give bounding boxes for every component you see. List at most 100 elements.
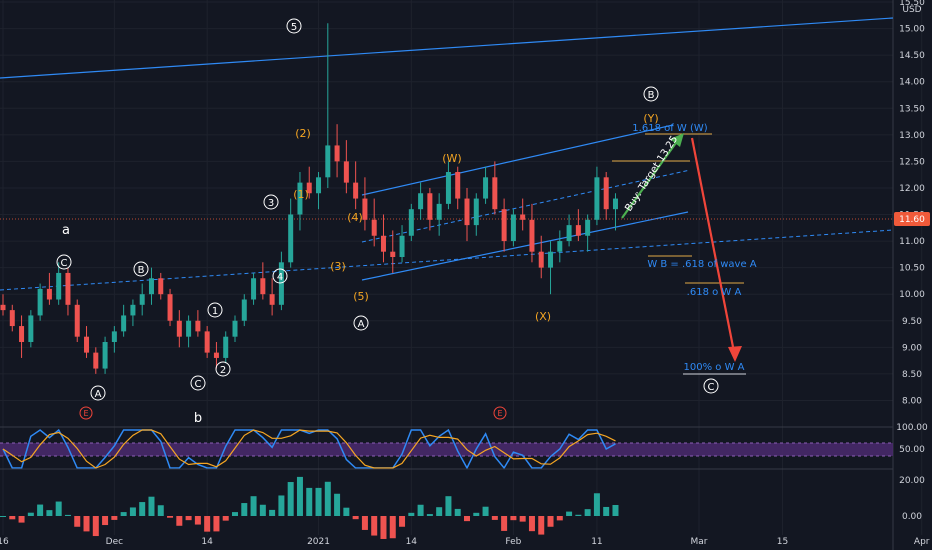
hist-bar-8 [74,516,81,527]
hist-bar-52 [482,506,489,516]
price-tick-5: 10.50 [899,264,925,274]
wave-label-one: 1 [207,302,223,318]
candle-62 [575,209,581,242]
candle-7 [65,267,71,316]
candle-33 [306,166,312,199]
time-tick-2: 14 [201,537,213,547]
svg-text:C: C [61,258,68,269]
candle-12 [111,326,117,353]
hist-bar-30 [278,495,285,516]
hist-bar-3 [27,512,34,516]
hist-bar-42 [389,516,396,539]
candle-13 [121,304,127,337]
time-tick-7: Mar [691,537,708,547]
candle-8 [74,299,80,342]
candle-42 [390,230,396,273]
candle-31 [288,198,294,268]
hist-bar-27 [250,496,257,516]
candle-65 [603,172,609,220]
hist-bar-50 [464,516,470,522]
candle-57 [529,203,535,263]
candle-38 [353,161,359,210]
candle-0 [0,294,6,316]
wave-label-C-big: C [703,378,719,394]
candle-17 [158,272,164,300]
event-marker-E1: E [79,406,93,420]
candle-19 [176,310,182,348]
wave-label-B: B [133,261,149,277]
hist-bar-9 [83,516,90,532]
candle-44 [408,203,414,242]
price-tick-15: 15.50 [899,0,925,8]
wave-label-5: 5 [286,18,302,34]
hist-bar-15 [139,502,146,516]
currency-label: USD [902,5,921,15]
wave-label-B-big: B [643,86,659,102]
candlestick-series [0,23,618,374]
price-tick-13: 14.50 [899,51,925,61]
candle-14 [130,299,136,327]
hist-bar-64 [593,493,600,516]
hist-bar-6 [55,501,62,516]
candle-5 [46,272,52,305]
candle-11 [102,336,108,374]
hist-bar-14 [129,507,136,516]
annotation-fib-618: .618 o W A [687,287,742,298]
time-tick-6: 11 [591,537,602,547]
candle-43 [399,225,405,263]
time-axis[interactable]: 16Dec14202114Feb11Mar15Apr19May [0,537,932,547]
svg-text:A: A [95,389,102,400]
time-tick-4: 14 [406,537,418,547]
wave-label-4: 4 [272,268,288,284]
candle-20 [186,315,192,348]
candle-32 [297,172,303,231]
hist-bar-20 [185,516,192,521]
price-tick-10: 13.00 [899,131,925,141]
hist-bar-61 [566,511,573,516]
candle-46 [427,187,433,231]
projection-arrows [621,133,742,362]
hist-bar-56 [519,516,526,522]
candle-54 [501,198,507,252]
candle-9 [84,326,90,358]
hist-bar-16 [148,496,155,516]
wave-label-2: (2) [295,127,311,140]
hist-bar-48 [445,496,452,516]
hist-bar-28 [259,504,266,516]
price-tick-0: 8.00 [902,396,922,406]
candle-59 [548,241,554,295]
candle-10 [93,347,99,374]
hist-bar-7 [64,514,71,516]
hist-bar-35 [324,481,331,516]
price-tick-4: 10.00 [899,290,925,300]
wave-label-C: C [56,254,72,270]
candle-21 [195,310,201,337]
annotation-fib-100: 100% o W A [684,362,745,373]
hist-bar-26 [241,503,248,516]
candle-18 [167,288,173,327]
candle-51 [473,193,479,236]
price-tick-2: 9.00 [902,343,922,353]
candle-22 [204,326,210,358]
hist-bar-34 [315,487,322,516]
candle-52 [483,166,489,204]
price-tick-11: 13.50 [899,104,925,114]
time-tick-5: Feb [505,537,521,547]
candle-24 [223,331,229,364]
indicator-axis: 100.00 50.00 20.00 0.00 [896,423,928,522]
hist-bar-1 [9,516,16,520]
hist-bar-18 [167,516,174,518]
hist-bar-11 [102,516,109,526]
hist-bar-47 [436,507,443,516]
svg-text:1: 1 [212,306,218,317]
hist-bar-36 [334,493,341,516]
hist-bar-24 [222,516,229,521]
candle-2 [19,315,25,358]
candle-47 [436,193,442,236]
candle-27 [251,272,257,305]
price-tick-14: 15.00 [899,25,925,35]
hist-bar-63 [584,509,591,516]
candle-61 [566,214,572,247]
hist-bar-13 [120,512,127,516]
